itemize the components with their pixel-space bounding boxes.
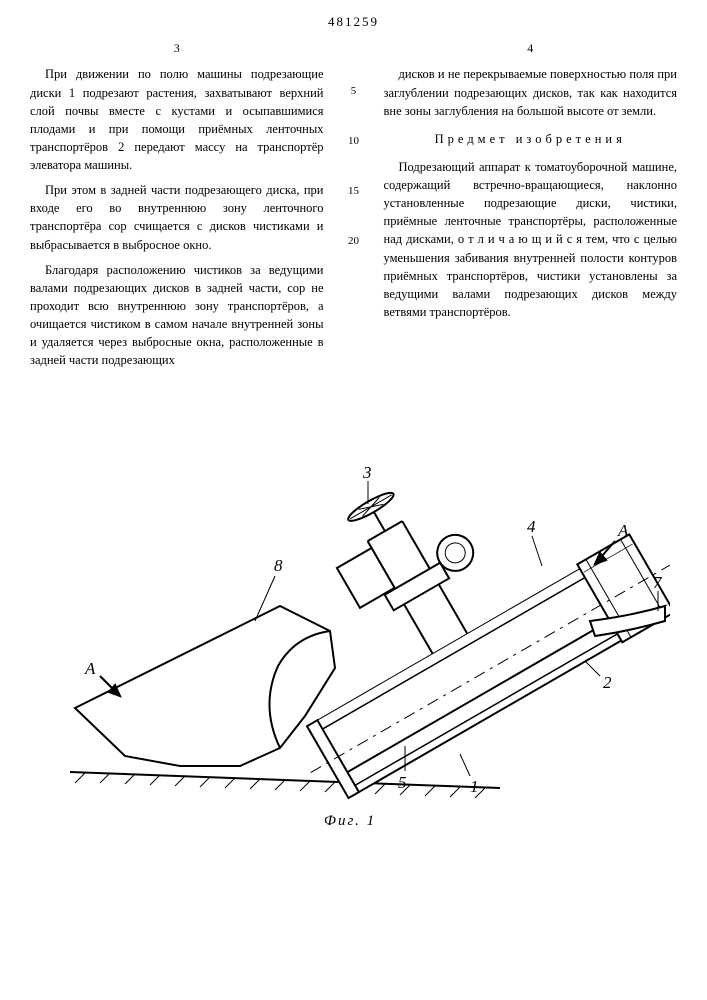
gutter-num: 5 [346, 84, 362, 100]
text-columns: 3 При движении по полю машины подрезающи… [30, 40, 677, 376]
gutter-num: 15 [346, 184, 362, 200]
left-para-3: Благодаря расположению чистиков за ведущ… [30, 261, 324, 370]
fig-label-3: 3 [362, 463, 372, 482]
left-column: 3 При движении по полю машины подрезающи… [30, 40, 324, 376]
gutter-line-numbers: 5 10 15 20 [346, 40, 362, 376]
document-number: 481259 [30, 14, 677, 30]
fig-label-2: 2 [603, 673, 612, 692]
fig-label-8: 8 [274, 556, 283, 575]
left-para-2: При этом в задней части подрезающего дис… [30, 181, 324, 254]
gutter-num: 20 [346, 234, 362, 250]
left-para-1: При движении по полю машины подрезающие … [30, 65, 324, 174]
right-page-number: 4 [384, 40, 678, 57]
figure-svg: 8 3 4 2 7 1 5 А А [30, 436, 670, 836]
right-column: 4 дисков и не перекрываемые поверхностью… [384, 40, 678, 376]
figure-1: 8 3 4 2 7 1 5 А А Фиг. 1 [30, 436, 670, 836]
fig-label-A-right: А [617, 521, 629, 540]
fig-label-A-left: А [84, 659, 96, 678]
fig-label-4: 4 [527, 517, 536, 536]
figure-caption: Фиг. 1 [324, 813, 376, 830]
gutter-num: 10 [346, 134, 362, 150]
right-para-1: дисков и не перекрываемые поверхностью п… [384, 65, 678, 119]
subject-of-invention-heading: Предмет изобретения [384, 130, 678, 148]
fig-label-5: 5 [398, 773, 407, 792]
right-para-2: Подрезающий аппарат к томатоуборочной ма… [384, 158, 678, 321]
fig-label-1: 1 [470, 777, 479, 796]
left-page-number: 3 [30, 40, 324, 57]
